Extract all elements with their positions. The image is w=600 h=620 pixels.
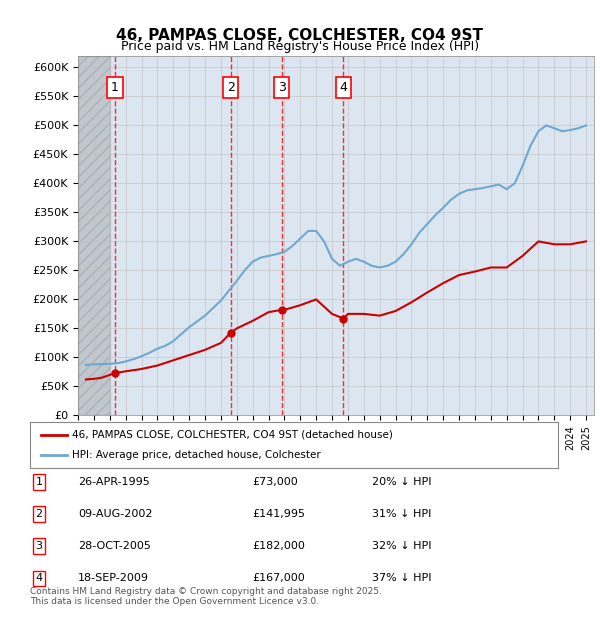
Text: 1: 1 xyxy=(35,477,43,487)
Text: 31% ↓ HPI: 31% ↓ HPI xyxy=(372,509,431,519)
Text: £182,000: £182,000 xyxy=(252,541,305,551)
Text: 4: 4 xyxy=(340,81,347,94)
Text: 32% ↓ HPI: 32% ↓ HPI xyxy=(372,541,431,551)
Text: £73,000: £73,000 xyxy=(252,477,298,487)
Text: £141,995: £141,995 xyxy=(252,509,305,519)
Text: 18-SEP-2009: 18-SEP-2009 xyxy=(78,574,149,583)
Text: 28-OCT-2005: 28-OCT-2005 xyxy=(78,541,151,551)
Text: 2: 2 xyxy=(227,81,235,94)
Text: HPI: Average price, detached house, Colchester: HPI: Average price, detached house, Colc… xyxy=(72,450,321,460)
Text: 46, PAMPAS CLOSE, COLCHESTER, CO4 9ST: 46, PAMPAS CLOSE, COLCHESTER, CO4 9ST xyxy=(116,28,484,43)
Text: 4: 4 xyxy=(35,574,43,583)
Text: £167,000: £167,000 xyxy=(252,574,305,583)
Text: 46, PAMPAS CLOSE, COLCHESTER, CO4 9ST (detached house): 46, PAMPAS CLOSE, COLCHESTER, CO4 9ST (d… xyxy=(72,430,393,440)
Text: 3: 3 xyxy=(278,81,286,94)
Text: 09-AUG-2002: 09-AUG-2002 xyxy=(78,509,152,519)
Text: 3: 3 xyxy=(35,541,43,551)
Text: 2: 2 xyxy=(35,509,43,519)
Text: 26-APR-1995: 26-APR-1995 xyxy=(78,477,150,487)
Text: Contains HM Land Registry data © Crown copyright and database right 2025.
This d: Contains HM Land Registry data © Crown c… xyxy=(30,587,382,606)
Text: 1: 1 xyxy=(111,81,119,94)
Text: Price paid vs. HM Land Registry's House Price Index (HPI): Price paid vs. HM Land Registry's House … xyxy=(121,40,479,53)
Text: 20% ↓ HPI: 20% ↓ HPI xyxy=(372,477,431,487)
Text: 37% ↓ HPI: 37% ↓ HPI xyxy=(372,574,431,583)
